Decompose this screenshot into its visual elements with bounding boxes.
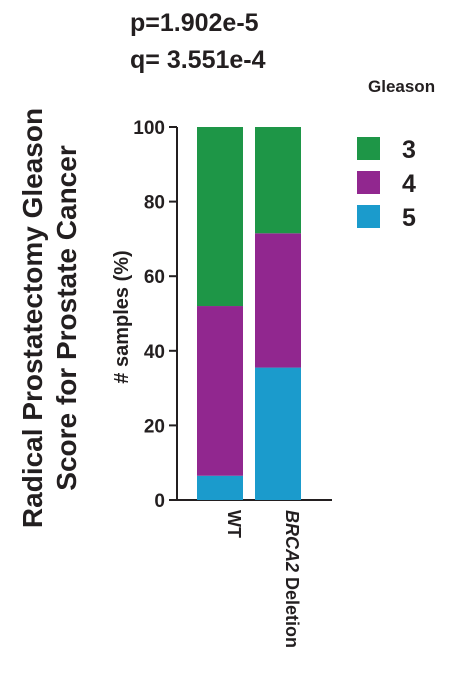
legend-swatch-3 [357, 137, 380, 160]
x-category-label-text: Deletion [282, 572, 302, 648]
bar-segment-5 [197, 475, 243, 500]
x-category-labels: WT BRCA2 Deletion [224, 510, 302, 648]
bar-segment-3 [197, 127, 243, 307]
chart-title-line: Radical Prostatectomy Gleason [17, 108, 48, 528]
legend-swatch-4 [357, 171, 380, 194]
legend-label-5: 5 [402, 204, 416, 232]
bar-segment-5 [255, 367, 301, 500]
x-category-label: WT [224, 510, 244, 538]
bar-segment-4 [197, 306, 243, 476]
bar-segment-3 [255, 127, 301, 234]
legend-label-3: 3 [402, 136, 416, 164]
bar-segment-4 [255, 233, 301, 368]
chart-title: Radical Prostatectomy Gleason Score for P… [17, 108, 82, 528]
p-value-text: p=1.902e-5 [130, 9, 259, 37]
bars [197, 127, 301, 500]
x-category-label-italic: BRCA2 [282, 510, 302, 572]
chart-title-line: Score for Prostate Cancer [51, 145, 82, 491]
legend: Gleason 3 4 5 [357, 77, 435, 232]
y-ticks: 0 20 40 60 80 100 [133, 118, 177, 512]
y-tick-label: 60 [144, 267, 165, 288]
y-tick-label: 0 [154, 491, 165, 512]
legend-swatch-5 [357, 205, 380, 228]
x-category-label-text: WT [224, 510, 244, 538]
y-axis-label-group: # samples (%) [111, 250, 133, 383]
y-tick-label: 40 [144, 342, 165, 363]
legend-title: Gleason [368, 77, 435, 96]
y-tick-label: 20 [144, 416, 165, 437]
y-tick-label: 100 [133, 118, 165, 139]
y-axis-label: # samples (%) [111, 250, 133, 383]
y-tick-label: 80 [144, 193, 165, 214]
q-value-text: q= 3.551e-4 [130, 46, 266, 74]
x-category-label: BRCA2 Deletion [282, 510, 302, 648]
legend-label-4: 4 [402, 170, 416, 198]
